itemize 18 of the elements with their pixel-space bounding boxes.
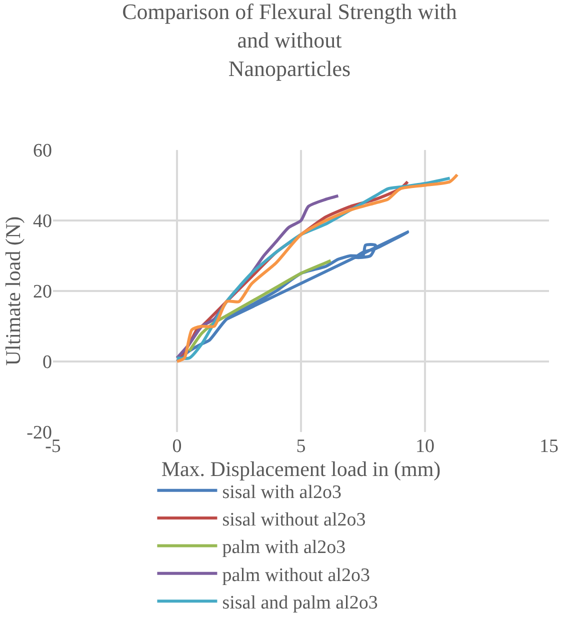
x-tick-label: 0 bbox=[172, 436, 182, 457]
y-tick-label: 0 bbox=[42, 352, 52, 374]
y-tick-label: 60 bbox=[33, 140, 52, 162]
x-tick-label: 10 bbox=[416, 436, 434, 457]
x-tick-label: 15 bbox=[540, 436, 558, 457]
y-tick-label: 20 bbox=[33, 282, 52, 303]
line-series bbox=[176, 230, 410, 363]
y-tick-label: 40 bbox=[33, 211, 52, 232]
line-series bbox=[188, 259, 332, 352]
x-axis-title: Max. Displacement load in (mm) bbox=[161, 457, 441, 481]
legend-label: palm with al2o3 bbox=[222, 537, 346, 558]
y-axis-title: Ultimate load (N) bbox=[0, 216, 25, 366]
chart-title: Comparison of Flexural Strength with and without Nanoparticles bbox=[122, 0, 457, 82]
legend-label: sisal with al2o3 bbox=[222, 482, 342, 503]
x-tick-label: 5 bbox=[296, 436, 306, 457]
legend-label: palm without al2o3 bbox=[222, 564, 370, 586]
legend-label: sisal and palm al2o3 bbox=[222, 592, 378, 614]
legend-label: sisal without al2o3 bbox=[222, 509, 366, 530]
